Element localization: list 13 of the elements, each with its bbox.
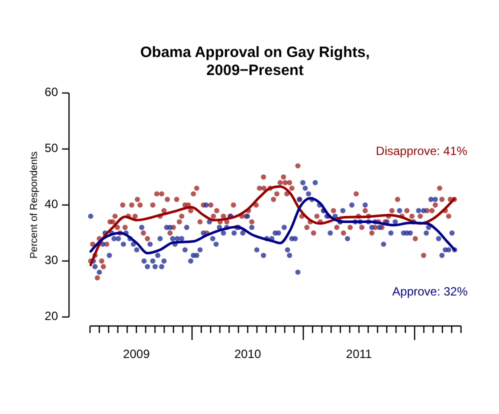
text: Approve: 32% xyxy=(392,284,468,299)
y-tick-label: 30 xyxy=(44,253,58,268)
y-tick-label: 40 xyxy=(44,197,58,212)
x-tick-label: 2011 xyxy=(346,347,372,361)
y-tick-label: 50 xyxy=(44,141,58,156)
text: Disapprove: 41% xyxy=(376,144,468,158)
y-axis-title: Percent of Respondents xyxy=(29,151,40,259)
x-tick-label: 2010 xyxy=(234,347,262,361)
y-tick-label: 20 xyxy=(44,309,58,324)
line-series xyxy=(89,197,456,254)
y-tick-label: 60 xyxy=(44,85,58,100)
chart-title: Obama Approval on Gay Rights, 2009−Present xyxy=(140,44,370,79)
x-tick-label: 2009 xyxy=(123,347,150,361)
